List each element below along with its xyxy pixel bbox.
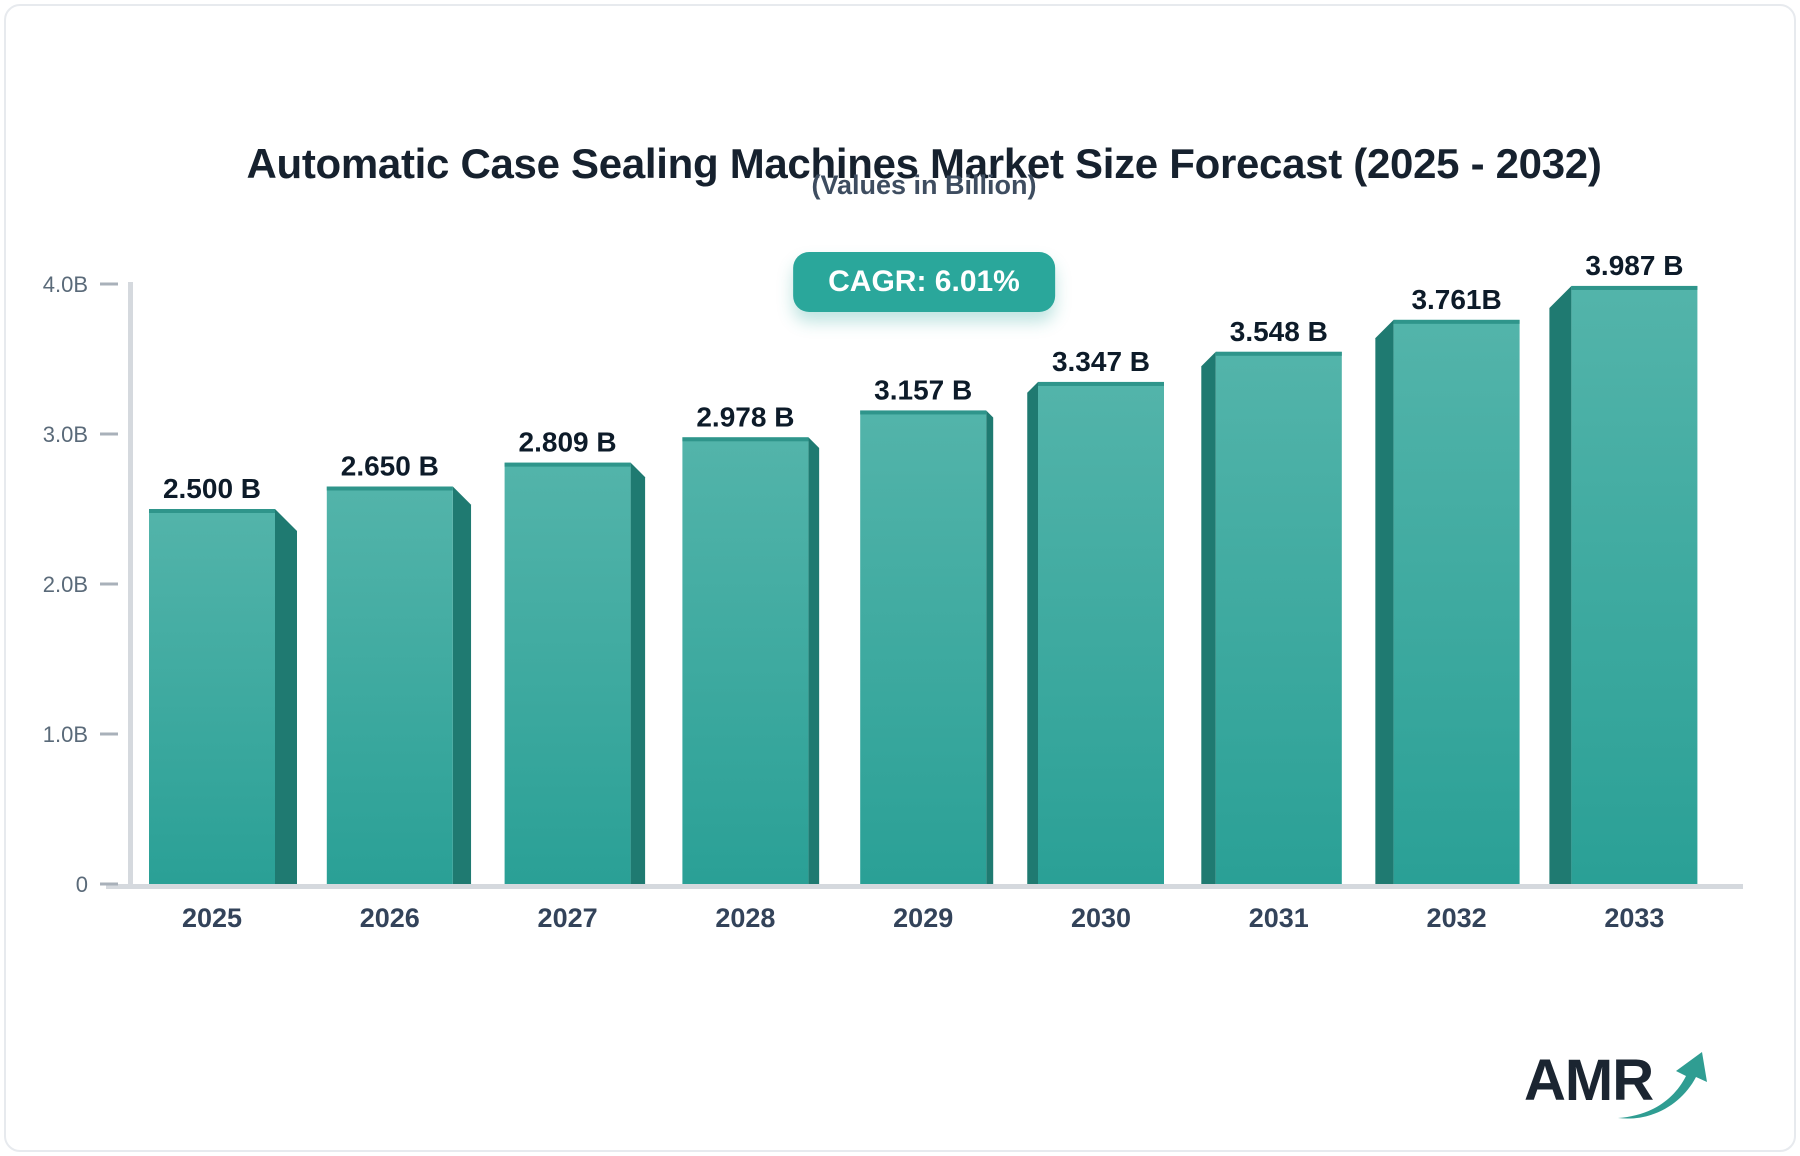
y-tick-dash bbox=[100, 582, 118, 586]
x-tick-label: 2032 bbox=[1427, 903, 1487, 933]
bar: 2.650 B bbox=[326, 451, 472, 884]
bar-front-face bbox=[326, 486, 453, 884]
x-tick-label: 2025 bbox=[182, 903, 242, 933]
y-tick-dash bbox=[100, 282, 118, 286]
bar-value-label: 3.548 B bbox=[1230, 316, 1328, 347]
x-tick-label: 2030 bbox=[1071, 903, 1131, 933]
bar-front-face bbox=[1571, 285, 1698, 884]
x-tick-label: 2026 bbox=[360, 903, 420, 933]
bar-value-label: 2.650 B bbox=[341, 451, 439, 482]
x-tick-label: 2029 bbox=[893, 903, 953, 933]
bar-value-label: 3.157 B bbox=[874, 374, 972, 405]
bar-side-face bbox=[452, 486, 472, 884]
bar-top-edge bbox=[1038, 381, 1164, 386]
bar-top-edge bbox=[326, 486, 453, 491]
bar-front-face bbox=[1215, 351, 1342, 884]
bar: 3.157 B bbox=[860, 374, 994, 884]
bar-front-face bbox=[1393, 319, 1520, 885]
bar-front-face bbox=[682, 437, 809, 884]
bar-front-face bbox=[1038, 381, 1164, 884]
y-tick-label: 2.0B bbox=[43, 572, 88, 597]
bar-side-face bbox=[1549, 285, 1572, 884]
bars-group: 2.500 B 2.650 B 2.809 B 2.978 B 3.157 B 3.347… bbox=[149, 250, 1698, 885]
bar-front-face bbox=[149, 509, 275, 884]
amr-logo-arrow-icon bbox=[1618, 1052, 1707, 1119]
bar-front-face bbox=[504, 462, 631, 884]
y-tick-label: 3.0B bbox=[43, 422, 88, 447]
bar-top-edge bbox=[1215, 351, 1342, 356]
bar-top-edge bbox=[682, 437, 809, 442]
x-tick-label: 2028 bbox=[715, 903, 775, 933]
bar-side-face bbox=[275, 509, 297, 884]
bar-side-face bbox=[1201, 351, 1216, 884]
x-tick-label: 2033 bbox=[1604, 903, 1664, 933]
chart-title: Automatic Case Sealing Machines Market S… bbox=[246, 140, 1602, 188]
bar-value-label: 2.809 B bbox=[519, 427, 617, 458]
x-tick-label: 2027 bbox=[538, 903, 598, 933]
bar: 3.347 B bbox=[1027, 346, 1164, 884]
bar: 2.809 B bbox=[504, 427, 646, 884]
y-tick-dash bbox=[100, 732, 118, 736]
bar-side-face bbox=[630, 462, 646, 884]
bar-top-edge bbox=[149, 509, 275, 513]
y-axis-line bbox=[128, 282, 133, 887]
bar-top-edge bbox=[860, 410, 987, 415]
x-tick-label: 2031 bbox=[1249, 903, 1309, 933]
cagr-badge: CAGR: 6.01% bbox=[793, 252, 1055, 312]
bar-value-label: 2.500 B bbox=[163, 473, 261, 504]
bar: 2.500 B bbox=[149, 473, 297, 884]
bar-side-face bbox=[1375, 319, 1394, 885]
bar-side-face bbox=[986, 410, 994, 884]
x-axis-labels: 2025 2026 2027 2028 2029 2030 2031 2032 2033 bbox=[182, 903, 1664, 933]
chart-subtitle: (Values in Billion) bbox=[811, 170, 1037, 200]
y-tick-dash bbox=[100, 882, 118, 886]
bar-top-edge bbox=[504, 462, 631, 467]
bar-top-edge bbox=[1571, 285, 1698, 290]
bar: 3.987 B bbox=[1549, 250, 1698, 884]
x-axis-line bbox=[106, 884, 1743, 889]
bar: 2.978 B bbox=[682, 401, 820, 884]
bar-value-label: 2.978 B bbox=[696, 401, 794, 432]
amr-logo-text: AMR bbox=[1524, 1048, 1653, 1113]
y-tick-label: 4.0B bbox=[43, 272, 88, 297]
y-axis-ticks: 0 1.0B 2.0B 3.0B 4.0B bbox=[43, 272, 118, 897]
bar: 3.548 B bbox=[1201, 316, 1342, 884]
bar-side-face bbox=[1027, 381, 1038, 884]
bar: 3.761B bbox=[1375, 284, 1520, 885]
bar-value-label: 3.761B bbox=[1411, 284, 1501, 315]
bar-front-face bbox=[860, 410, 987, 884]
bar-value-label: 3.347 B bbox=[1052, 346, 1150, 377]
amr-logo: AMR bbox=[1524, 1048, 1707, 1119]
bar-side-face bbox=[808, 437, 820, 884]
y-tick-label: 0 bbox=[76, 872, 88, 897]
y-tick-dash bbox=[100, 432, 118, 436]
bar-top-edge bbox=[1393, 319, 1520, 324]
y-tick-label: 1.0B bbox=[43, 722, 88, 747]
bar-value-label: 3.987 B bbox=[1585, 250, 1683, 281]
